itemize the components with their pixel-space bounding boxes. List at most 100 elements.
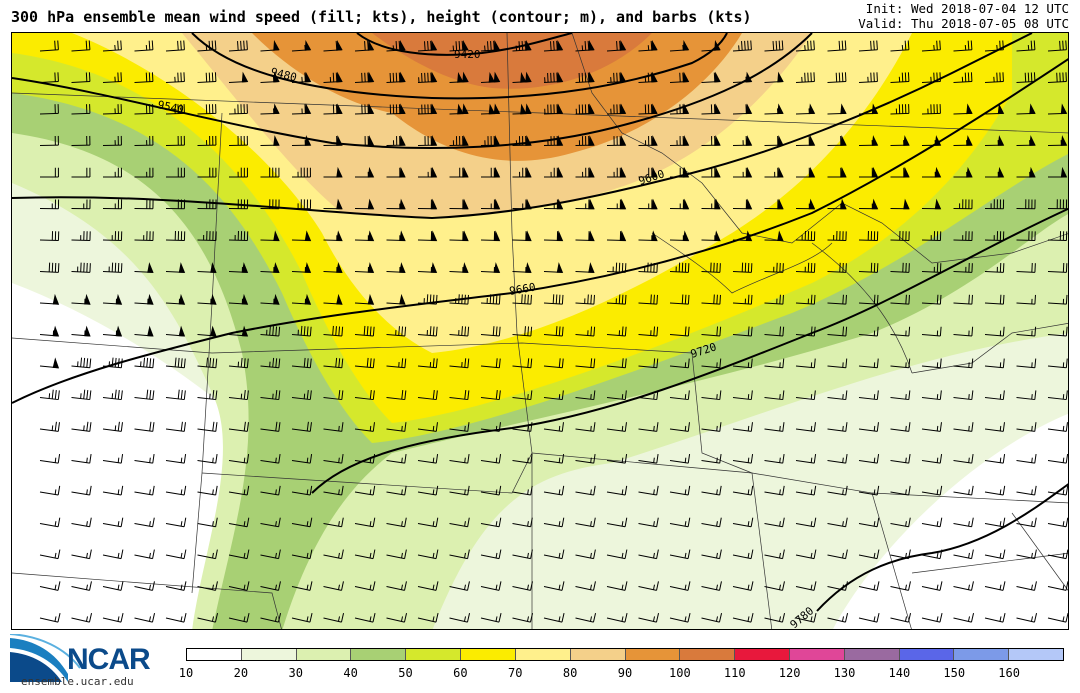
wind-barb-icon <box>260 325 281 337</box>
wind-barb-icon <box>165 517 187 528</box>
wind-barb-icon <box>386 517 407 528</box>
wind-barb-icon <box>512 581 533 591</box>
wind-barb-icon <box>858 390 879 401</box>
wind-barb-icon <box>890 230 910 242</box>
wind-barb-icon <box>417 613 439 623</box>
wind-barb-icon <box>858 326 879 337</box>
wind-barb-icon <box>858 581 880 591</box>
wind-barb-icon <box>291 167 311 178</box>
wind-barb-icon <box>386 166 406 178</box>
wind-barb-icon <box>543 549 565 560</box>
wind-barb-icon <box>575 326 596 337</box>
wind-barb-icon <box>323 71 343 83</box>
wind-barb-icon <box>701 358 722 369</box>
wind-barb-icon <box>575 517 596 528</box>
wind-barb-icon <box>386 581 407 591</box>
wind-barb-icon <box>291 325 312 337</box>
wind-barb-icon <box>795 40 815 52</box>
wind-barb-icon <box>39 325 60 337</box>
wind-barb-icon <box>732 230 753 242</box>
wind-barb-icon <box>764 40 784 52</box>
wind-barb-icon <box>795 135 816 146</box>
wind-barb-icon <box>197 581 218 591</box>
wind-barb-icon <box>638 581 659 591</box>
color-scale-tick-label: 70 <box>508 666 523 680</box>
wind-barb-icon <box>291 453 313 464</box>
wind-barb-icon <box>39 231 60 242</box>
wind-barb-icon <box>606 39 627 52</box>
wind-barb-icon <box>1047 40 1067 52</box>
wind-barb-icon <box>1016 40 1036 52</box>
wind-barb-icon <box>795 198 816 210</box>
wind-barb-icon <box>984 517 1006 528</box>
wind-barb-icon <box>197 453 218 464</box>
wind-barb-icon <box>827 358 848 369</box>
wind-barb-icon <box>858 453 880 464</box>
wind-barb-icon <box>921 613 943 623</box>
wind-barb-icon <box>134 40 154 52</box>
wind-barb-icon <box>417 581 439 591</box>
wind-barb-icon <box>197 104 217 115</box>
wind-barb-icon <box>102 325 123 337</box>
wind-barb-icon <box>102 613 124 623</box>
wind-barb-icon <box>71 72 91 83</box>
color-scale-segment <box>789 649 845 660</box>
wind-barb-icon <box>858 230 879 242</box>
wind-barb-icon <box>638 326 659 337</box>
wind-barb-icon <box>39 40 59 52</box>
ncar-logo-icon <box>10 634 81 682</box>
wind-barb-icon <box>260 517 281 528</box>
wind-barb-icon <box>701 39 721 52</box>
color-scale-tick-label: 20 <box>233 666 249 680</box>
color-scale-bar <box>186 648 1064 661</box>
wind-barb-icon <box>260 613 282 623</box>
wind-barb-icon <box>732 581 754 591</box>
color-scale-tick-label: 40 <box>343 666 358 680</box>
wind-barb-icon <box>606 581 628 591</box>
wind-barb-icon <box>701 390 722 401</box>
wind-barb-icon <box>260 549 281 560</box>
wind-barb-icon <box>197 613 219 623</box>
wind-barb-icon <box>449 230 469 242</box>
wind-barb-icon <box>1016 294 1036 305</box>
wind-barb-icon <box>386 198 406 210</box>
wind-barb-icon <box>764 485 785 496</box>
wind-barb-icon <box>480 485 502 496</box>
wind-barb-icon <box>1047 581 1068 591</box>
wind-barb-icon <box>449 389 470 401</box>
wind-barb-icon <box>543 103 564 115</box>
contour-9480 <box>191 33 728 100</box>
wind-barb-icon <box>71 104 91 115</box>
wind-barb-icon <box>291 517 313 528</box>
wind-barb-icon <box>39 357 60 369</box>
wind-barb-icon <box>323 357 344 369</box>
wind-barb-icon <box>669 103 690 115</box>
wind-barb-icon <box>827 135 847 146</box>
wind-barb-icon <box>638 549 659 560</box>
wind-barb-icon <box>921 231 942 242</box>
wind-barb-icon <box>921 485 943 496</box>
wind-barb-icon <box>228 71 249 83</box>
wind-barb-icon <box>858 549 880 560</box>
wind-barb-icon <box>323 198 343 210</box>
logo-name: NCAR <box>67 643 151 676</box>
wind-barb-icon <box>417 422 438 432</box>
wind-barb-icon <box>165 613 187 623</box>
wind-barb-icon <box>512 485 533 496</box>
wind-barb-icon <box>953 166 973 178</box>
wind-barb-icon <box>1047 453 1068 464</box>
wind-barb-icon <box>984 358 1005 369</box>
wind-barb-icon <box>701 517 722 528</box>
wind-barb-icon <box>921 294 942 305</box>
wind-barb-icon <box>732 453 754 464</box>
wind-barb-icon <box>1047 422 1068 432</box>
wind-barb-icon <box>512 71 532 83</box>
wind-barb-icon <box>449 549 470 560</box>
wind-barb-icon <box>858 517 880 528</box>
wind-barb-icon <box>102 293 123 305</box>
wind-barb-icon <box>449 71 469 83</box>
wind-barb-icon <box>512 198 532 210</box>
wind-barb-icon <box>165 199 186 210</box>
wind-barb-icon <box>102 167 122 178</box>
wind-barb-icon <box>354 613 376 623</box>
